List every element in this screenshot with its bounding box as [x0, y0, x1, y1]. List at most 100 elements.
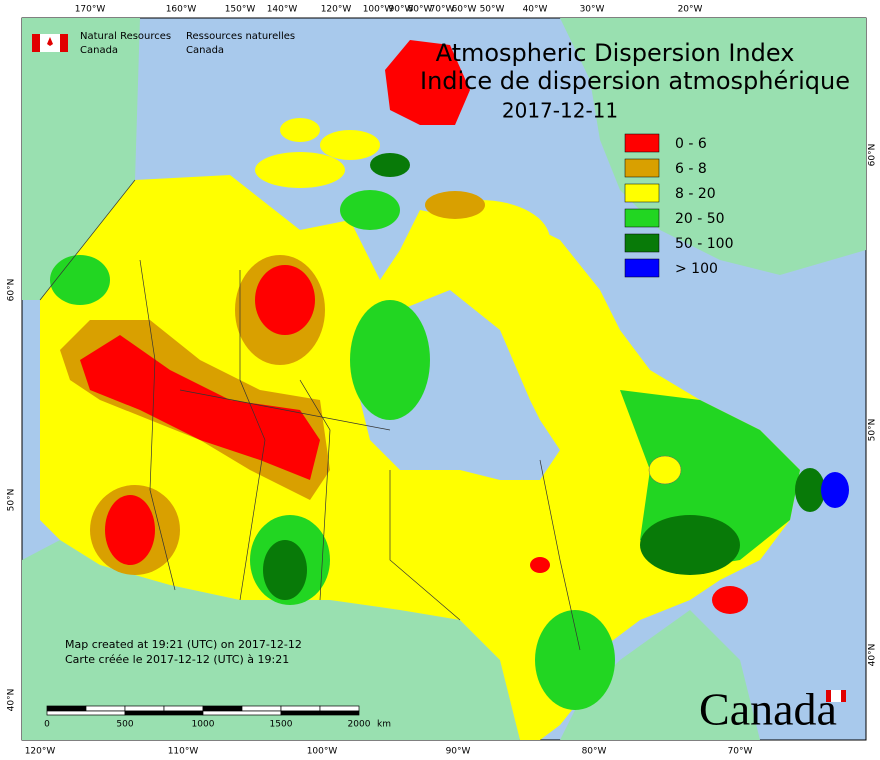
island: [370, 153, 410, 177]
zone: [255, 265, 315, 335]
scale-segment: [163, 705, 204, 712]
scale-segment: [280, 710, 360, 716]
island: [255, 152, 345, 188]
lon-label: 100°W: [307, 747, 338, 757]
org-en: Natural Resources: [80, 31, 171, 42]
wordmark-flag: [826, 690, 831, 702]
flag-bar: [60, 34, 68, 52]
ellesmere: [385, 40, 470, 125]
graticule-labels: 170°W 160°W 150°W 140°W 120°W 100°W90°W80°W70…: [7, 5, 878, 757]
zone: [530, 557, 550, 573]
island: [340, 190, 400, 230]
legend-swatch: [624, 158, 660, 178]
legend-swatch: [624, 183, 660, 203]
scale-label: 2000: [348, 720, 371, 730]
lat-label: 50°N: [868, 419, 878, 442]
scale-label: 500: [116, 720, 133, 730]
zone: [263, 540, 307, 600]
credit: Map created at 19:21 (UTC) on 2017-12-12: [65, 638, 302, 651]
scale-segment: [280, 705, 321, 712]
title: Indice de dispersion atmosphérique: [420, 67, 850, 95]
scale-segment: [46, 705, 87, 712]
org-fr: Ressources naturelles: [186, 31, 295, 42]
lon-label: 70°W: [430, 5, 455, 15]
legend-label: > 100: [675, 261, 718, 277]
lon-label: 170°W: [75, 5, 106, 15]
legend-label: 6 - 8: [675, 161, 707, 177]
lon-label: 40°W: [523, 5, 548, 15]
zone: [648, 455, 682, 485]
wordmark-flag: [841, 690, 846, 702]
zone: [425, 191, 485, 219]
lon-label: 100°W: [363, 5, 394, 15]
scale-unit: km: [377, 720, 391, 730]
lat-label: 60°N: [7, 279, 17, 302]
scale-segment: [124, 710, 204, 716]
lon-label: 140°W: [267, 5, 298, 15]
title: Atmospheric Dispersion Index: [436, 39, 795, 67]
flag-leaf: [47, 37, 53, 46]
scale-segment: [46, 710, 126, 716]
legend-swatch: [624, 258, 660, 278]
lon-label: 90°W: [446, 747, 471, 757]
usa: [22, 540, 520, 740]
scale-segment: [241, 705, 282, 712]
lon-label: 30°W: [580, 5, 605, 15]
lon-label: 160°W: [166, 5, 197, 15]
legend-swatch: [624, 208, 660, 228]
lon-label: 90°W: [389, 5, 414, 15]
zone: [712, 586, 748, 614]
legend-label: 50 - 100: [675, 236, 734, 252]
lon-label: 70°W: [728, 747, 753, 757]
alaska: [22, 18, 140, 300]
wordmark: Canada: [699, 684, 837, 735]
legend-label: 20 - 50: [675, 211, 725, 227]
legend-swatch: [624, 233, 660, 253]
flag-bar: [32, 34, 40, 52]
lon-label: 150°W: [225, 5, 256, 15]
lon-label: 120°W: [25, 747, 56, 757]
legend-label: 0 - 6: [675, 136, 707, 152]
lat-label: 60°N: [868, 144, 878, 167]
usa-east: [560, 610, 760, 740]
scale-label: 0: [44, 720, 50, 730]
zone: [350, 300, 430, 420]
scale-label: 1000: [192, 720, 215, 730]
zone: [105, 495, 155, 565]
newfoundland: [821, 472, 849, 508]
legend-label: 8 - 20: [675, 186, 716, 202]
wordmark-flag: [831, 690, 841, 702]
org-fr: Canada: [186, 45, 224, 56]
zone: [535, 610, 615, 710]
lon-label: 50°W: [480, 5, 505, 15]
lon-label: 80°W: [582, 747, 607, 757]
lon-label: 120°W: [321, 5, 352, 15]
credit: Carte créée le 2017-12-12 (UTC) à 19:21: [65, 653, 289, 666]
scale-segment: [202, 705, 243, 712]
island: [280, 118, 320, 142]
legend: 0 - 6 6 - 8 8 - 20 20 - 50 50 - 100 > 100: [624, 133, 734, 278]
basemap: [22, 18, 866, 740]
scale-segment: [319, 705, 360, 712]
lon-label: 80°W: [408, 5, 433, 15]
scale-segment: [124, 705, 165, 712]
borders: [39, 179, 581, 651]
zone: [640, 515, 740, 575]
scale-segment: [85, 705, 126, 712]
lat-label: 40°N: [868, 644, 878, 667]
scale-label: 1500: [270, 720, 293, 730]
greenland: [560, 18, 866, 275]
org-en: Canada: [80, 45, 118, 56]
lon-label: 60°W: [452, 5, 477, 15]
scale-bar: 0 500 1000 1500 2000 km: [44, 705, 391, 730]
baffin-island: [410, 200, 550, 280]
newfoundland: [795, 468, 825, 512]
lon-label: 110°W: [168, 747, 199, 757]
scale-segment: [202, 710, 282, 716]
zone: [50, 255, 110, 305]
island: [320, 130, 380, 160]
lat-label: 40°N: [7, 689, 17, 712]
date: 2017-12-11: [502, 99, 618, 123]
